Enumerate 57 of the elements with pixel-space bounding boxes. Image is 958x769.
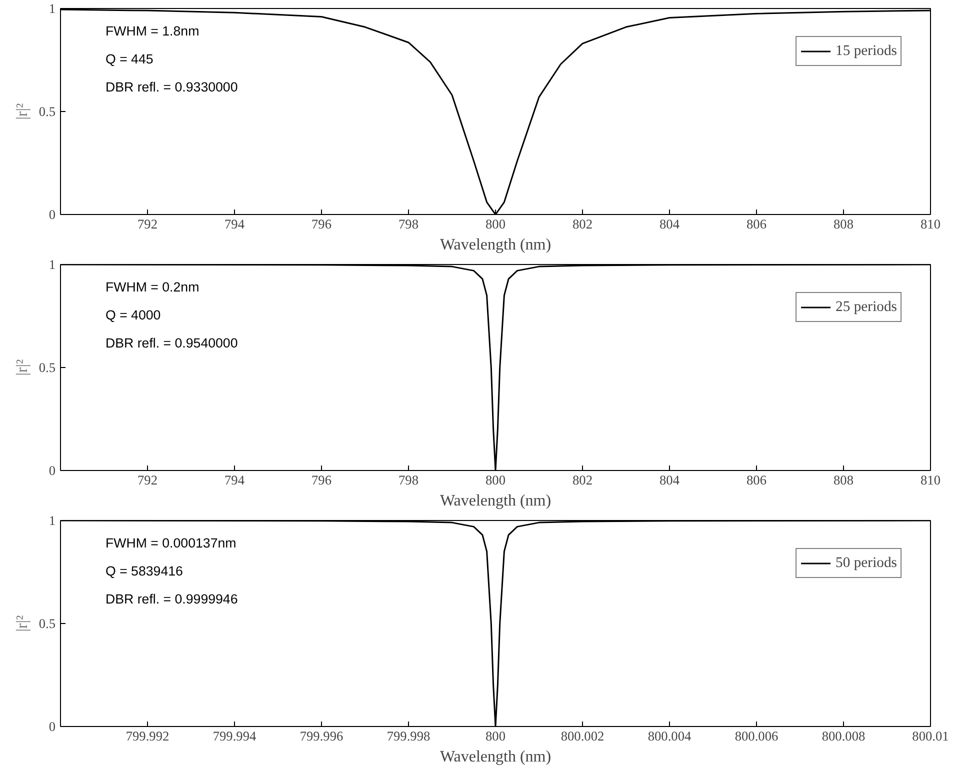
legend-label: 15 periods <box>836 42 897 60</box>
x-tick-label: 808 <box>834 472 854 488</box>
y-tick-label: 0 <box>48 207 56 222</box>
annotation: Q = 445 <box>106 52 154 66</box>
x-tick-label: 800 <box>486 216 506 232</box>
x-tick-label: 800.008 <box>822 728 866 744</box>
x-tick-label: 792 <box>138 472 158 488</box>
x-tick-label: 798 <box>398 216 419 232</box>
y-tick-label: 0.5 <box>38 616 56 631</box>
y-tick-label: 0 <box>48 719 56 734</box>
x-tick-label: 808 <box>834 216 854 232</box>
y-axis-title: |r|² <box>14 615 31 632</box>
x-tick-label: 800.006 <box>734 728 778 744</box>
y-axis-title: |r|² <box>14 359 31 376</box>
x-axis-title: Wavelength (nm) <box>440 236 552 254</box>
y-axis-title: |r|² <box>14 103 31 120</box>
annotation: DBR refl. = 0.9330000 <box>106 80 238 94</box>
x-tick-label: 794 <box>224 472 245 488</box>
x-tick-label: 799.992 <box>126 728 170 744</box>
annotation: FWHM = 0.2nm <box>106 280 200 294</box>
annotation: FWHM = 0.000137nm <box>106 536 236 550</box>
x-axis-title: Wavelength (nm) <box>440 492 552 510</box>
x-tick-label: 799.998 <box>386 728 430 744</box>
y-tick-label: 0.5 <box>38 104 56 119</box>
annotation: DBR refl. = 0.9999946 <box>106 592 238 606</box>
x-tick-label: 792 <box>138 216 158 232</box>
x-tick-label: 794 <box>224 216 245 232</box>
x-tick-label: 800 <box>486 472 506 488</box>
x-tick-label: 802 <box>572 472 593 488</box>
x-tick-label: 799.994 <box>212 728 256 744</box>
x-axis-title: Wavelength (nm) <box>440 748 552 766</box>
x-tick-label: 804 <box>660 472 680 488</box>
x-tick-label: 800.01 <box>912 728 949 744</box>
y-tick-label: 0.5 <box>38 360 56 375</box>
x-tick-label: 806 <box>746 216 767 232</box>
x-tick-label: 799.996 <box>300 728 344 744</box>
y-tick-label: 0 <box>48 463 56 478</box>
annotation: Q = 5839416 <box>106 564 183 578</box>
x-tick-label: 804 <box>660 216 680 232</box>
y-tick-label: 1 <box>48 513 56 528</box>
x-tick-label: 806 <box>746 472 767 488</box>
x-tick-label: 802 <box>572 216 593 232</box>
x-tick-label: 800.002 <box>560 728 604 744</box>
x-tick-label: 800 <box>486 728 506 744</box>
annotation: Q = 4000 <box>106 308 161 322</box>
legend-label: 50 periods <box>836 554 897 572</box>
y-tick-label: 1 <box>48 1 56 16</box>
x-tick-label: 796 <box>312 472 332 488</box>
x-tick-label: 798 <box>398 472 419 488</box>
annotation: FWHM = 1.8nm <box>106 24 200 38</box>
x-tick-label: 800.004 <box>648 728 692 744</box>
x-tick-label: 810 <box>920 472 941 488</box>
x-tick-label: 810 <box>920 216 941 232</box>
x-tick-label: 796 <box>312 216 332 232</box>
annotation: DBR refl. = 0.9540000 <box>106 336 238 350</box>
y-tick-label: 1 <box>48 257 56 272</box>
legend-label: 25 periods <box>836 298 897 316</box>
